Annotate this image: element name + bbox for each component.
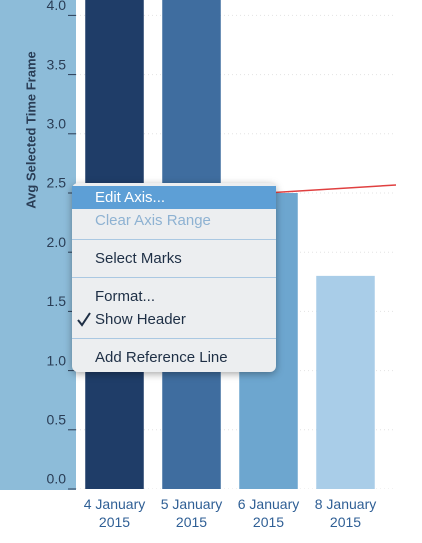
- y-tick-label: 0.5: [47, 412, 67, 428]
- menu-item[interactable]: Edit Axis...: [72, 186, 276, 209]
- menu-item-label: Show Header: [95, 311, 186, 328]
- menu-separator: [72, 338, 276, 339]
- x-tick-label: 4 January 2015: [83, 496, 146, 530]
- bar: [316, 275, 375, 489]
- menu-item[interactable]: Add Reference Line: [72, 346, 276, 369]
- x-tick-label: 6 January 2015: [237, 496, 300, 530]
- x-tick-label: 5 January 2015: [160, 496, 223, 530]
- y-tick-label: 1.5: [47, 293, 67, 309]
- menu-separator: [72, 239, 276, 240]
- menu-item-label: Clear Axis Range: [95, 212, 211, 229]
- menu-item[interactable]: Show Header: [72, 308, 276, 331]
- y-tick-label: 0.0: [47, 471, 67, 487]
- checkmark-path: [77, 312, 91, 327]
- x-tick-label: 8 January 2015: [314, 496, 377, 530]
- y-axis-title: Avg Selected Time Frame: [23, 51, 38, 209]
- menu-item-label: Select Marks: [95, 250, 182, 267]
- y-tick-label: 4.0: [47, 0, 67, 13]
- menu-item-label: Format...: [95, 288, 156, 305]
- menu-separator: [72, 277, 276, 278]
- y-tick-label: 3.5: [47, 56, 67, 72]
- y-tick-label: 3.0: [47, 115, 67, 131]
- menu-item-label: Edit Axis...: [95, 189, 166, 206]
- checkmark: [77, 312, 91, 327]
- menu-item[interactable]: Format...: [72, 285, 276, 308]
- context-menu: Edit Axis... Clear Axis Range Select Marks…: [72, 183, 276, 372]
- y-tick-label: 1.0: [47, 352, 67, 368]
- menu-item-label: Add Reference Line: [95, 349, 228, 366]
- menu-item: Clear Axis Range: [72, 209, 276, 232]
- axis-panel: [0, 0, 76, 490]
- menu-item[interactable]: Select Marks: [72, 247, 276, 270]
- y-tick-label: 2.5: [47, 175, 67, 191]
- y-tick-label: 2.0: [47, 234, 67, 250]
